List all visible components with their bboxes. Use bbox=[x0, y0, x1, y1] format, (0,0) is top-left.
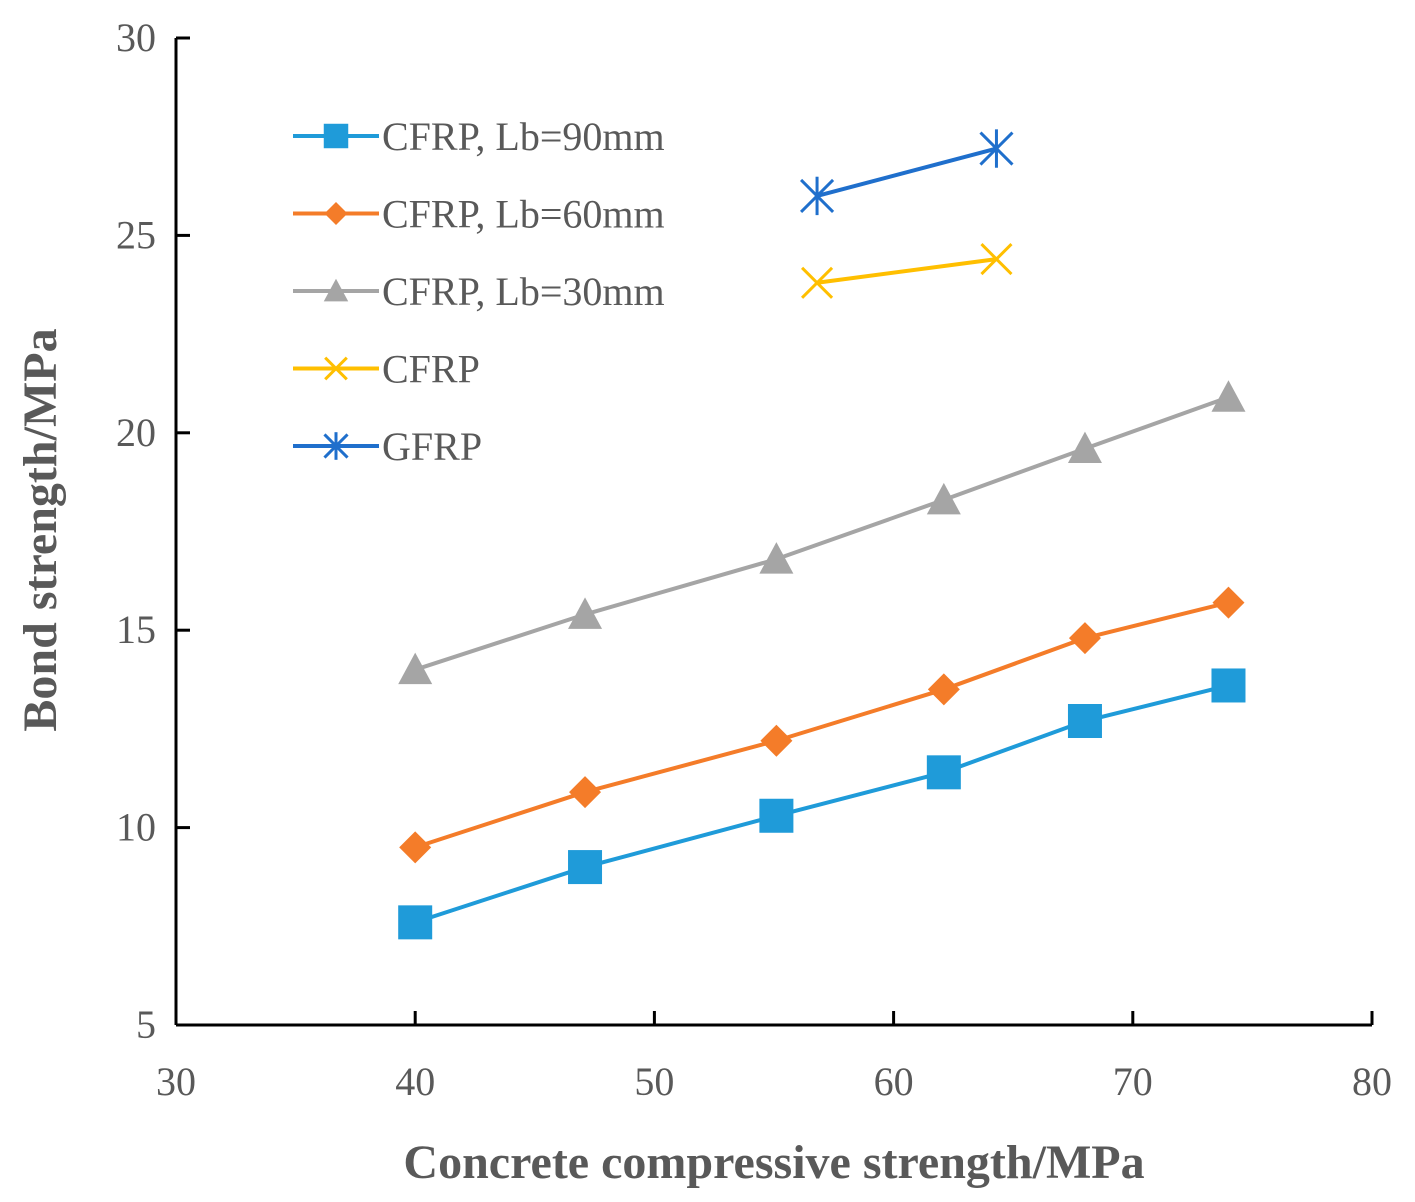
y-tick-label: 10 bbox=[116, 805, 156, 850]
series-1 bbox=[399, 586, 1245, 864]
data-point-square bbox=[1211, 668, 1246, 703]
y-tick-label: 5 bbox=[136, 1002, 156, 1047]
series-0 bbox=[398, 668, 1246, 940]
data-point-triangle bbox=[323, 278, 349, 302]
x-tick-label: 40 bbox=[395, 1059, 435, 1104]
legend-item: GFRP bbox=[293, 424, 482, 469]
legend-item: CFRP bbox=[293, 347, 480, 392]
axes: 5 10 15 20 25 30 30 40 50 60 70 80 bbox=[116, 15, 1392, 1104]
series-2 bbox=[398, 380, 1246, 685]
data-point-x bbox=[980, 243, 1013, 276]
y-tick-label: 15 bbox=[116, 607, 156, 652]
series-line bbox=[816, 146, 997, 198]
data-point-square bbox=[398, 905, 433, 940]
legend-label: GFRP bbox=[382, 424, 482, 469]
data-point-square bbox=[1067, 704, 1102, 739]
series-4 bbox=[799, 129, 1014, 216]
x-tick-label: 50 bbox=[634, 1059, 674, 1104]
y-tick-label: 30 bbox=[116, 15, 156, 60]
data-point-diamond bbox=[399, 831, 432, 864]
data-point-triangle bbox=[1211, 380, 1246, 412]
x-tick-label: 70 bbox=[1113, 1059, 1153, 1104]
series-layer bbox=[398, 129, 1246, 940]
series-line bbox=[414, 395, 1230, 672]
legend-label: CFRP, Lb=90mm bbox=[382, 114, 665, 159]
series-line bbox=[414, 600, 1229, 850]
legend-item: CFRP, Lb=90mm bbox=[293, 114, 665, 159]
legend: CFRP, Lb=90mm CFRP, Lb=60mm CFRP, Lb=30mm C… bbox=[293, 114, 665, 469]
data-point-diamond bbox=[1212, 586, 1245, 619]
legend-item: CFRP, Lb=30mm bbox=[293, 269, 665, 314]
data-point-square bbox=[759, 798, 794, 833]
data-point-square bbox=[926, 755, 961, 790]
data-point-triangle bbox=[398, 652, 433, 685]
series-line bbox=[414, 683, 1229, 925]
data-point-diamond bbox=[760, 724, 793, 757]
series-line bbox=[816, 257, 997, 285]
data-point-x bbox=[800, 266, 834, 299]
data-point-x bbox=[324, 356, 348, 381]
data-point-triangle bbox=[926, 482, 961, 515]
x-tick-label: 60 bbox=[874, 1059, 914, 1104]
data-point-triangle bbox=[759, 542, 794, 574]
data-point-diamond bbox=[1068, 622, 1101, 655]
y-tick-label: 25 bbox=[116, 212, 156, 257]
data-point-asterisk bbox=[979, 129, 1014, 168]
legend-label: CFRP bbox=[382, 347, 480, 392]
x-axis-title: Concrete compressive strength/MPa bbox=[403, 1136, 1144, 1189]
data-point-square bbox=[323, 123, 349, 149]
legend-label: CFRP, Lb=60mm bbox=[382, 192, 665, 237]
data-point-asterisk bbox=[323, 432, 349, 460]
data-point-diamond bbox=[927, 673, 960, 706]
data-point-diamond bbox=[324, 201, 348, 226]
data-point-square bbox=[568, 850, 603, 885]
x-tick-label: 80 bbox=[1352, 1059, 1392, 1104]
data-point-triangle bbox=[568, 597, 603, 629]
y-tick-label: 20 bbox=[116, 410, 156, 455]
data-point-triangle bbox=[1067, 431, 1102, 464]
x-tick-label: 30 bbox=[156, 1059, 196, 1104]
series-3 bbox=[800, 243, 1013, 299]
data-point-asterisk bbox=[799, 176, 835, 216]
legend-label: CFRP, Lb=30mm bbox=[382, 269, 665, 314]
y-axis-title: Bond strength/MPa bbox=[14, 328, 67, 731]
legend-item: CFRP, Lb=60mm bbox=[293, 192, 665, 237]
data-point-diamond bbox=[569, 776, 602, 809]
